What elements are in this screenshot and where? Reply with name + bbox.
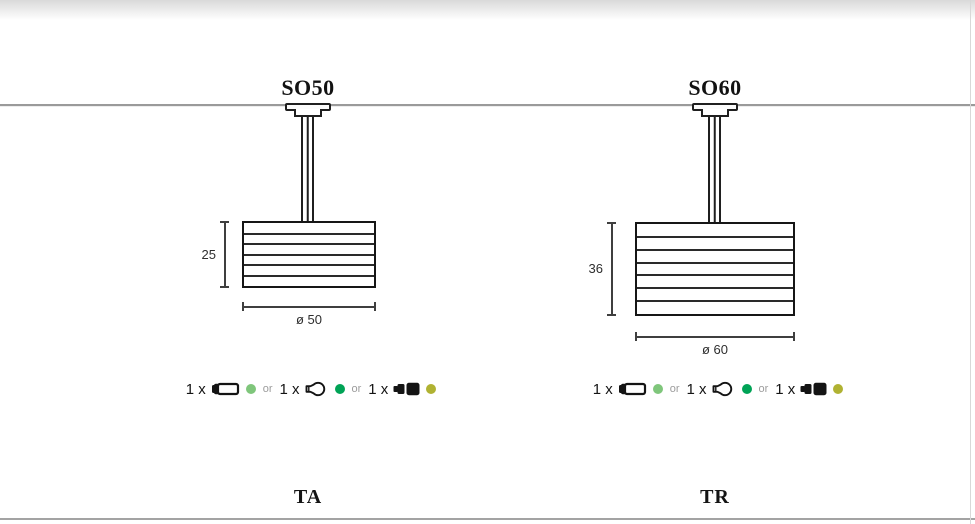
model-title-so50: SO50 [281,75,335,100]
lamp-qty: 1 x [686,380,707,398]
lamp-color-dot [426,384,437,394]
so50-lamp-options: 1 x or 1 x or 1 x [166,377,456,401]
shade-slat-line [244,232,374,235]
so60-diameter-label: ø 60 [701,342,728,357]
top-gradient [0,0,975,20]
so60-lamp-options: 1 x or 1 x or 1 x [573,377,863,401]
lamp-color-dot [334,384,345,394]
type-label-tr: TR [700,486,730,508]
so50-diameter-label: ø 50 [295,312,322,327]
shade-slat-line [637,248,793,251]
or-separator: or [262,383,273,395]
shade-slat-line [244,274,374,277]
lamp-color-dot [652,384,663,394]
halogen-spot-lamp-icon [800,382,827,396]
page-right-border [970,0,971,524]
linear-halogen-lamp-icon [211,382,239,396]
shade-slat-line [244,243,374,245]
model-title-so60: SO60 [688,75,742,100]
shade-slat-line [637,235,793,238]
lamp-qty: 1 x [368,380,389,398]
incandescent-bulb-icon [712,381,732,397]
so50-lamp-shade [242,221,376,288]
shade-slat-line [637,274,793,277]
shade-slat-line [637,287,793,290]
lamp-qty: 1 x [279,380,300,398]
linear-halogen-lamp-icon [618,382,646,396]
lamp-qty: 1 x [185,380,206,398]
lamp-color-dot [245,384,256,394]
ceiling-line [0,104,975,106]
so60-diameter-dimension-line [635,332,795,341]
shade-slat-line [637,261,793,264]
so50-diameter-dimension-line [242,302,376,311]
so60-height-dimension-line [607,222,616,316]
incandescent-bulb-icon [305,381,325,397]
shade-slat-line [244,264,374,266]
lamp-color-dot [833,384,844,394]
type-label-ta: TA [293,486,323,508]
lamp-qty: 1 x [775,380,796,398]
or-separator: or [758,383,769,395]
shade-slat-line [244,253,374,256]
lamp-qty: 1 x [592,380,613,398]
page-bottom-border [0,518,975,520]
so50-height-dimension-line [220,221,229,288]
lamp-color-dot [741,384,752,394]
or-separator: or [351,383,362,395]
so60-lamp-shade [635,222,795,316]
so60-height-label: 36 [588,261,603,276]
or-separator: or [669,383,680,395]
so50-height-label: 25 [201,247,216,262]
so60-suspension-rod [708,116,721,222]
halogen-spot-lamp-icon [393,382,420,396]
so50-suspension-rod [301,116,314,221]
shade-slat-line [637,300,793,303]
